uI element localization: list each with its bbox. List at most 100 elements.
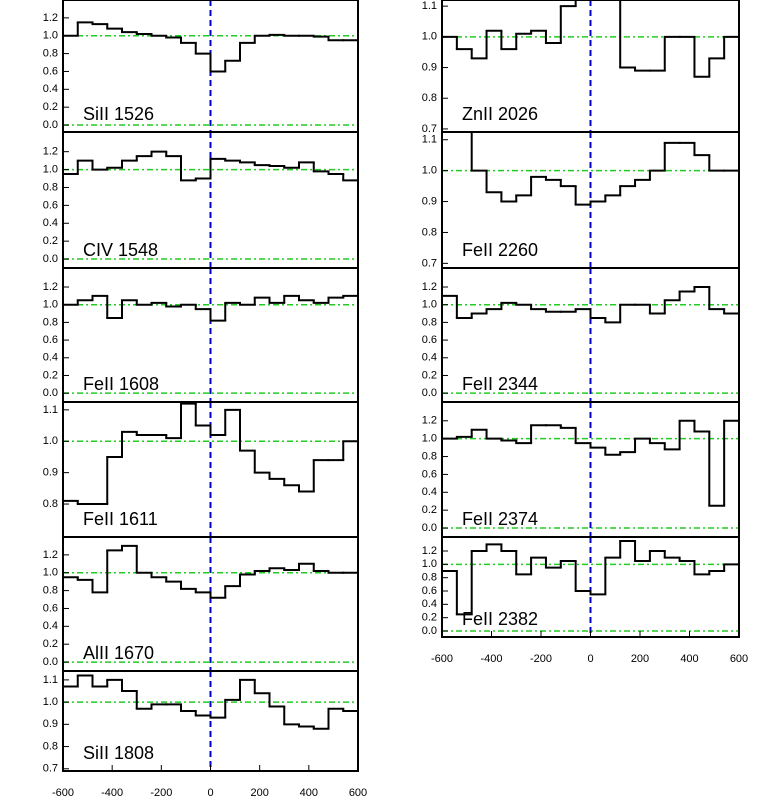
y-tick-label: 0.2 [43, 235, 58, 247]
y-tick-label: 0.6 [43, 65, 58, 77]
y-tick-label: 0.9 [422, 61, 437, 73]
y-tick-label: 0.7 [422, 257, 437, 269]
panel [63, 402, 358, 537]
y-tick-label: 0.4 [422, 598, 437, 610]
y-tick-label: 0.2 [422, 612, 437, 624]
y-tick-label: 0.2 [43, 369, 58, 381]
x-tick-label: 0 [207, 787, 213, 799]
y-tick-label: 0.4 [43, 217, 58, 229]
y-tick-label: 0.0 [422, 387, 437, 399]
y-tick-label: 0.7 [43, 763, 58, 775]
y-tick-label: 1.1 [422, 134, 437, 146]
y-tick-label: 1.1 [422, 0, 437, 12]
y-tick-label: 0.8 [43, 316, 58, 328]
x-tick-label: -400 [101, 787, 123, 799]
x-tick-label: -200 [530, 653, 552, 665]
y-tick-label: 0.4 [43, 83, 58, 95]
y-tick-label: 0.8 [43, 181, 58, 193]
x-tick-label: 600 [730, 653, 748, 665]
y-tick-label: 0.0 [43, 387, 58, 399]
panel [442, 0, 739, 132]
panel-label: SiII 1526 [83, 104, 154, 124]
y-tick-label: 0.8 [43, 47, 58, 59]
panel-label: FeII 2260 [462, 240, 538, 260]
y-tick-label: 1.2 [43, 281, 58, 293]
y-tick-label: 0.6 [43, 602, 58, 614]
y-tick-label: 1.1 [43, 404, 58, 416]
y-tick-label: 0.0 [43, 253, 58, 265]
y-tick-label: 0.9 [422, 195, 437, 207]
y-tick-label: 1.0 [422, 165, 437, 177]
panel-label: FeII 2344 [462, 374, 538, 394]
y-tick-label: 1.0 [422, 31, 437, 43]
y-tick-label: 0.8 [43, 498, 58, 510]
panel-label: FeII 2382 [462, 609, 538, 629]
y-tick-label: 0.0 [43, 119, 58, 131]
panel-label: ZnII 2026 [462, 104, 538, 124]
y-tick-label: 0.4 [422, 486, 437, 498]
panel [63, 132, 358, 268]
x-tick-label: -600 [431, 653, 453, 665]
y-tick-label: 1.0 [43, 299, 58, 311]
y-tick-label: 0.2 [43, 638, 58, 650]
y-tick-label: 0.8 [422, 92, 437, 104]
y-tick-label: 1.0 [43, 163, 58, 175]
x-tick-label: 400 [680, 653, 698, 665]
y-tick-label: 0.8 [422, 226, 437, 238]
y-tick-label: 0.9 [43, 467, 58, 479]
panel [442, 132, 739, 268]
panel-label: AlII 1670 [83, 643, 154, 663]
y-tick-label: 0.4 [43, 620, 58, 632]
x-tick-label: 200 [250, 787, 268, 799]
y-tick-label: 1.0 [422, 558, 437, 570]
panel [63, 0, 358, 132]
panel-label: FeII 2374 [462, 509, 538, 529]
panel-label: FeII 1611 [83, 509, 158, 529]
y-tick-label: 0.6 [43, 334, 58, 346]
y-tick-label: 0.8 [43, 740, 58, 752]
x-tick-label: -600 [52, 787, 74, 799]
y-tick-label: 1.2 [422, 545, 437, 557]
panel [63, 671, 358, 771]
y-tick-label: 0.8 [422, 450, 437, 462]
y-tick-label: 1.2 [43, 12, 58, 24]
panel-label: CIV 1548 [83, 240, 158, 260]
y-tick-label: 0.6 [422, 334, 437, 346]
y-tick-label: 1.2 [43, 549, 58, 561]
y-tick-label: 0.0 [422, 522, 437, 534]
x-tick-label: -400 [480, 653, 502, 665]
y-tick-label: 1.0 [422, 299, 437, 311]
panel [63, 537, 358, 671]
panel [442, 402, 739, 537]
y-tick-label: 1.1 [43, 674, 58, 686]
y-tick-label: 1.0 [422, 433, 437, 445]
y-tick-label: 1.0 [43, 567, 58, 579]
y-tick-label: 0.6 [422, 585, 437, 597]
x-tick-label: 0 [587, 653, 593, 665]
y-tick-label: 0.2 [43, 101, 58, 113]
x-tick-label: 600 [349, 787, 367, 799]
y-tick-label: 0.4 [422, 352, 437, 364]
y-tick-label: 1.2 [422, 415, 437, 427]
y-tick-label: 0.2 [422, 504, 437, 516]
y-tick-label: 0.4 [43, 352, 58, 364]
x-tick-label: -200 [150, 787, 172, 799]
y-tick-label: 0.6 [422, 468, 437, 480]
x-tick-label: 200 [631, 653, 649, 665]
panel-label: SiII 1808 [83, 743, 154, 763]
y-tick-label: 0.8 [422, 316, 437, 328]
y-tick-label: 0.9 [43, 718, 58, 730]
y-tick-label: 0.8 [43, 585, 58, 597]
y-tick-label: 0.2 [422, 369, 437, 381]
y-tick-label: 1.0 [43, 696, 58, 708]
x-tick-label: 400 [300, 787, 318, 799]
y-tick-label: 0.7 [422, 123, 437, 135]
y-tick-label: 0.6 [43, 199, 58, 211]
y-tick-label: 1.0 [43, 30, 58, 42]
y-tick-label: 1.2 [43, 146, 58, 158]
panel-label: FeII 1608 [83, 374, 159, 394]
y-tick-label: 1.0 [43, 435, 58, 447]
panel [442, 268, 739, 402]
y-tick-label: 1.2 [422, 281, 437, 293]
